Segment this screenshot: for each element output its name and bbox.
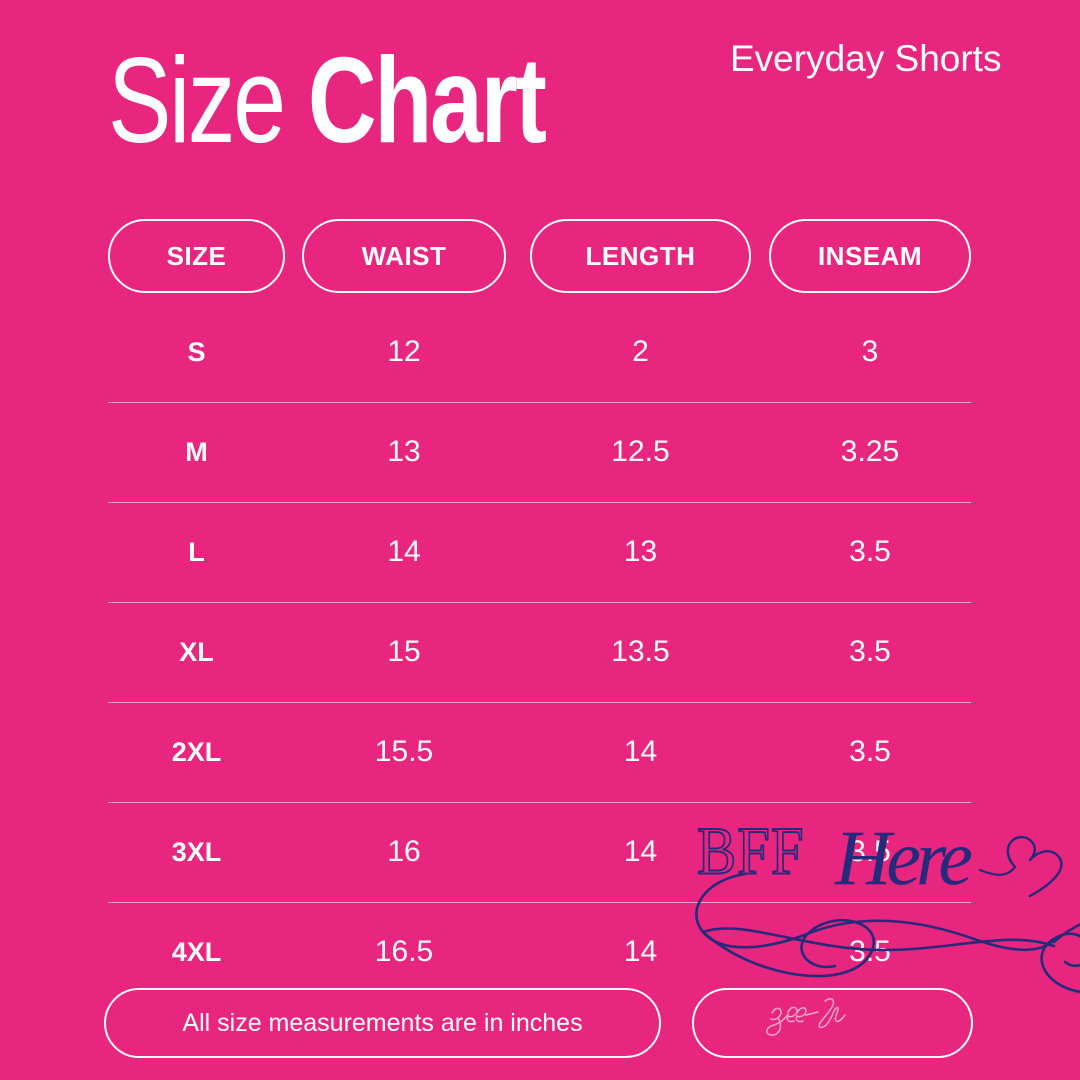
svg-text:Here: Here [834,814,971,901]
svg-text:BFF: BFF [697,813,805,889]
